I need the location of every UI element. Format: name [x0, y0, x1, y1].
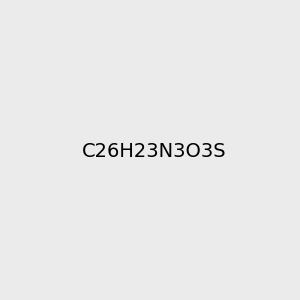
Text: C26H23N3O3S: C26H23N3O3S	[81, 142, 226, 161]
